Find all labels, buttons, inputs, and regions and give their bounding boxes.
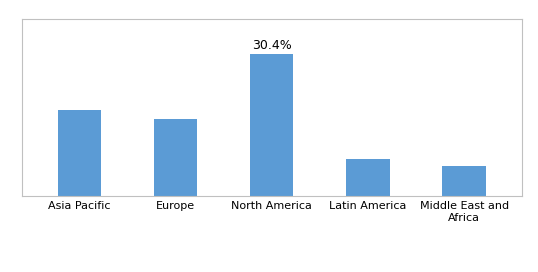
- Bar: [250, 54, 293, 196]
- Bar: [442, 166, 486, 196]
- Bar: [58, 110, 101, 196]
- Bar: [154, 119, 197, 196]
- Text: 30.4%: 30.4%: [252, 39, 292, 52]
- Bar: [346, 159, 390, 196]
